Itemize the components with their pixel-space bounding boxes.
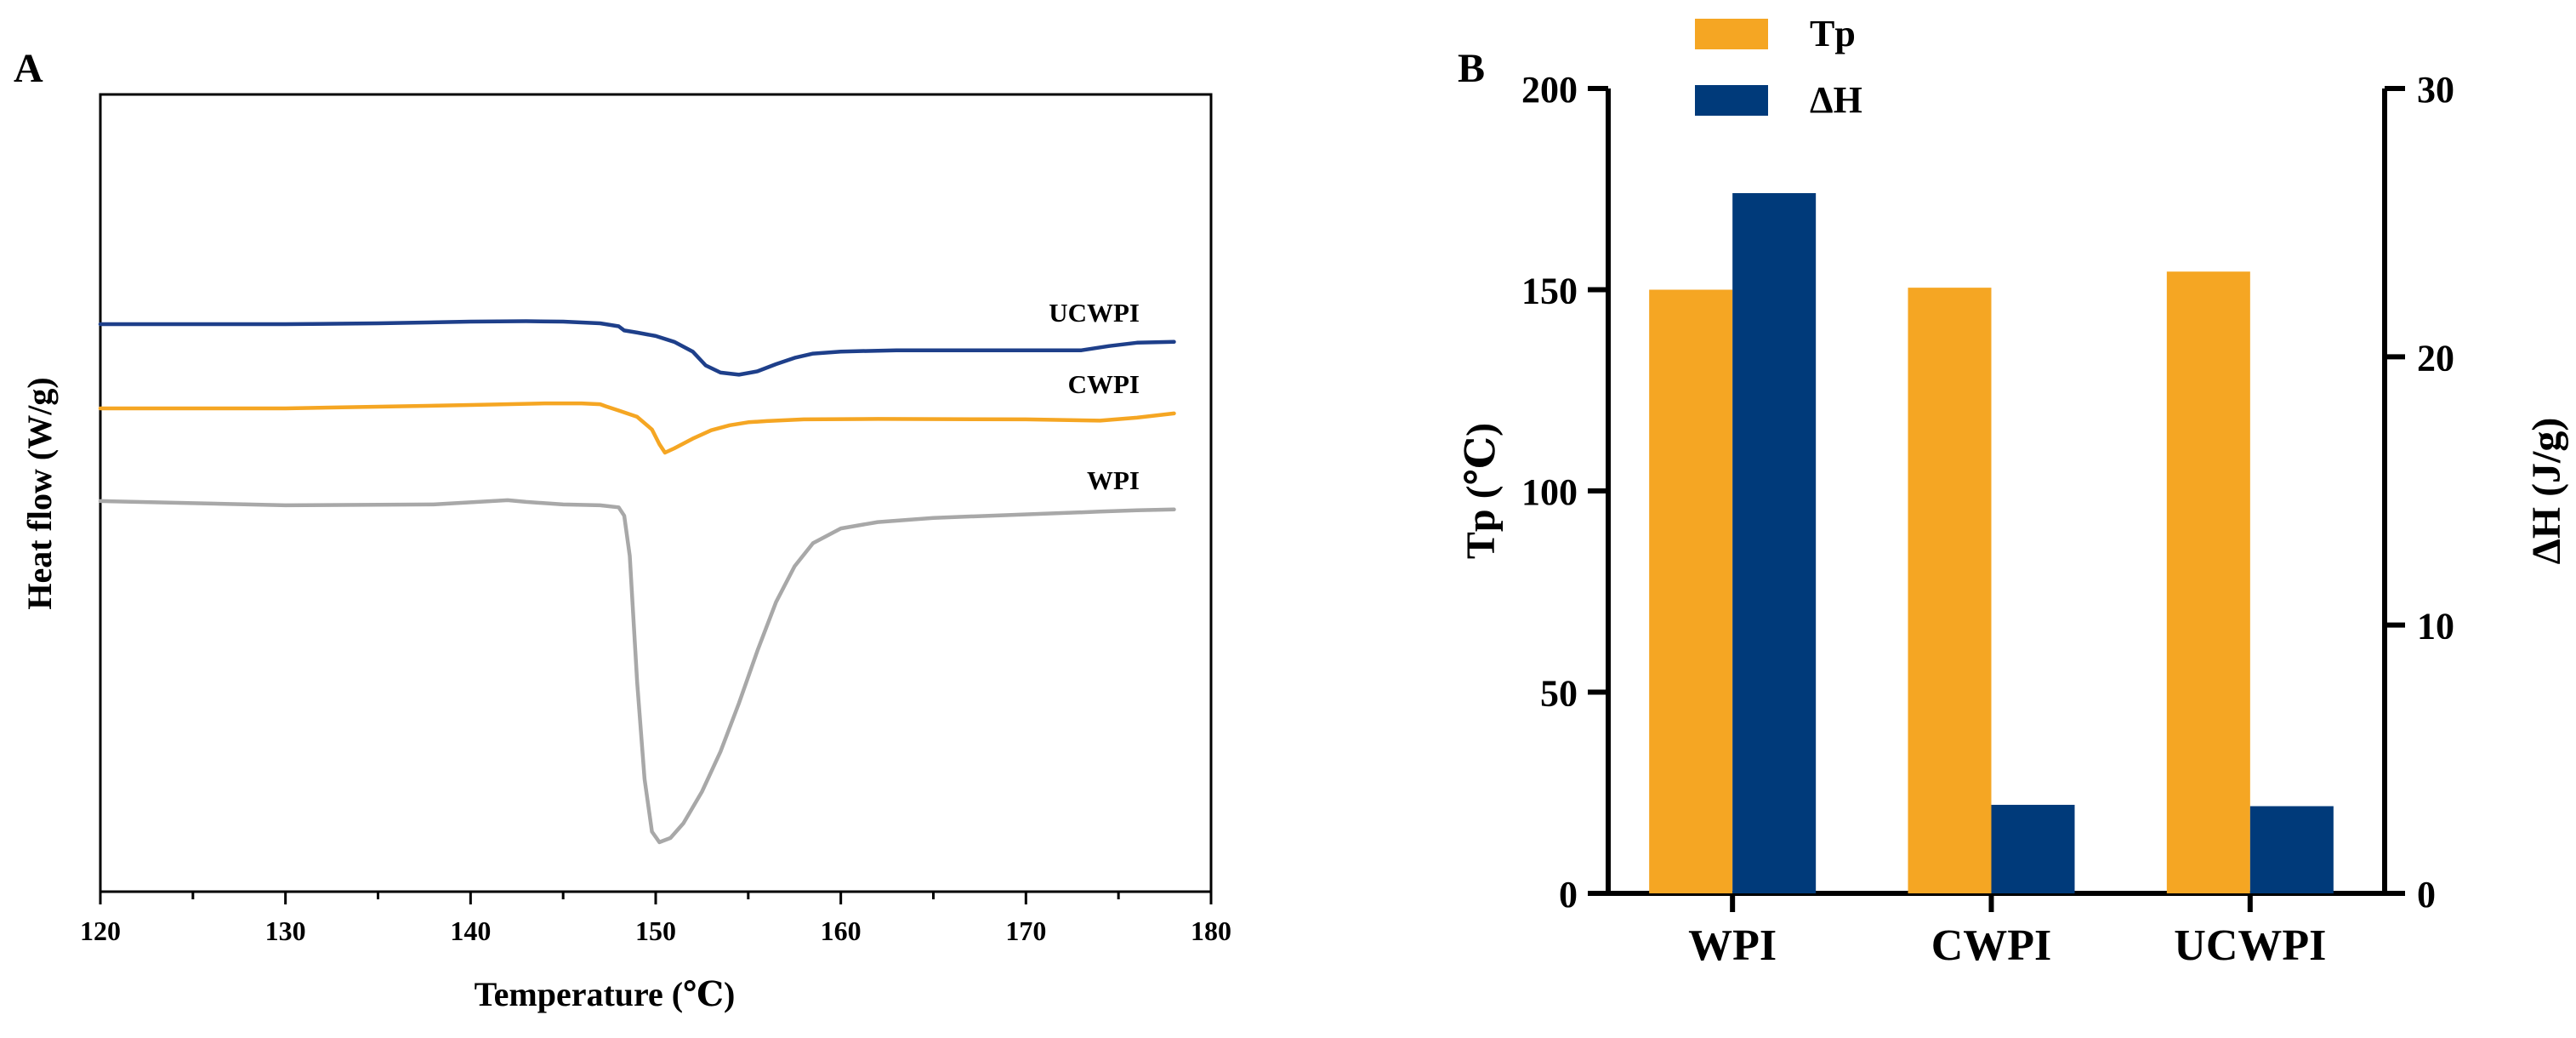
wpi-curve [98,498,1176,845]
right-tick-label: 30 [2417,69,2454,111]
legend-swatch-dh [1695,85,1768,116]
panel-b-right-ticks: 0 10 20 30 [2385,69,2454,915]
panel-a-plot-frame [99,93,1213,893]
x-tick-label: 160 [821,915,862,946]
category-label-ucwpi: UCWPI [2174,921,2326,970]
panel-b-bar-chart: 0 50 100 150 200 0 10 20 30 WPI CWPI UCWPI Tp (℃)… [1459,13,2569,970]
bar-dh-wpi [1732,192,1817,894]
x-tick-label: 180 [1191,915,1231,946]
panel-a-series-labels: UCWPI CWPI WPI [1049,298,1140,495]
left-tick-label: 50 [1540,673,1578,715]
panel-a-dsc-chart: 120 130 140 150 160 170 180 UCWPI CWPI WPI Tempe… [20,93,1231,1013]
panel-a-y-axis-label: Heat flow (W/g) [20,377,59,609]
x-tick-label: 120 [80,915,121,946]
panel-a-letter: A [14,46,43,91]
panel-b-category-labels: WPI CWPI UCWPI [1688,893,2326,970]
panel-b-left-ticks: 0 50 100 150 200 [1521,69,1608,915]
panel-b-left-axis-label: Tp (℃) [1459,423,1504,559]
panel-b-letter: B [1458,46,1485,91]
legend-label-dh: ΔH [1810,79,1862,121]
right-tick-label: 0 [2417,874,2436,915]
left-tick-label: 0 [1559,874,1578,915]
x-tick-label: 130 [265,915,306,946]
panel-a-series-lines [98,319,1176,845]
right-tick-label: 20 [2417,337,2454,379]
bar-dh-ucwpi [2249,806,2334,893]
bar-dh-cwpi [1991,804,2075,893]
panel-a-x-ticks: 120 130 140 150 160 170 180 [80,892,1231,946]
right-tick-label: 10 [2417,606,2454,647]
left-tick-label: 150 [1521,271,1578,312]
bar-tp-ucwpi [2166,271,2250,894]
category-label-cwpi: CWPI [1931,921,2052,970]
legend-label-tp: Tp [1810,13,1856,54]
legend-swatch-tp [1695,19,1768,49]
ucwpi-curve [98,319,1176,377]
cwpi-curve [98,401,1176,455]
bar-tp-cwpi [1908,288,1992,893]
ucwpi-label: UCWPI [1049,298,1140,328]
x-tick-label: 140 [450,915,491,946]
left-tick-label: 100 [1521,471,1578,513]
panel-b-bars [1649,192,2334,894]
wpi-label: WPI [1087,465,1140,495]
bar-tp-wpi [1649,289,1733,893]
x-tick-label: 170 [1005,915,1046,946]
category-label-wpi: WPI [1688,921,1777,970]
panel-b-legend: Tp ΔH [1695,13,1862,121]
x-tick-label: 150 [635,915,676,946]
cwpi-label: CWPI [1068,369,1140,399]
left-tick-label: 200 [1521,69,1578,111]
panel-b-right-axis-label: ΔH (J/g) [2524,418,2569,565]
panel-a-x-axis-label: Temperature (℃) [475,975,736,1013]
